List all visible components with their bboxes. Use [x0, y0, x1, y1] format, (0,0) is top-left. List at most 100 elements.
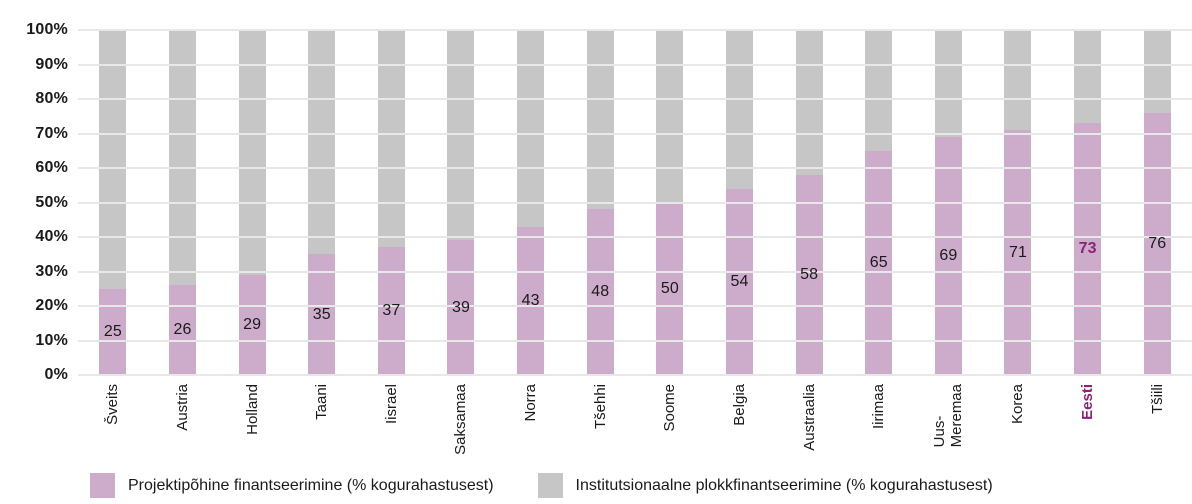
stacked-bar: 26: [168, 30, 196, 375]
x-axis: Šveits Austria Holland Taani Iisrael Saksamaa…: [78, 384, 1192, 466]
project-funding-segment: [795, 174, 823, 375]
value-label: 73: [1078, 240, 1097, 258]
block-funding-segment: [377, 30, 405, 248]
stacked-bar: 54: [725, 30, 753, 375]
legend-label-project-funding: Projektipõhine finantseerimine (% kogura…: [128, 476, 494, 494]
project-funding-segment: [447, 240, 475, 375]
stacked-bar: 50: [656, 30, 684, 375]
bar-group: 25: [78, 30, 148, 375]
x-axis-slot: Belgia: [705, 384, 775, 466]
x-axis-slot: Soome: [635, 384, 705, 466]
x-axis-label: Iisrael: [382, 384, 400, 425]
value-label: 65: [869, 253, 888, 271]
x-axis-slot: Uus- Meremaa: [914, 384, 984, 466]
project-funding-segment: [934, 136, 962, 375]
stacked-bar: 25: [99, 30, 127, 375]
x-axis-label: Norra: [522, 384, 540, 422]
block-funding-segment: [1143, 30, 1171, 113]
block-funding-segment: [99, 30, 127, 289]
value-label: 71: [1009, 243, 1027, 261]
project-funding-swatch-icon: [90, 473, 115, 498]
x-axis-slot: Taani: [287, 384, 357, 466]
y-axis-tick: 30%: [35, 262, 68, 280]
block-funding-segment: [934, 30, 962, 137]
x-axis-label: Šveits: [104, 384, 122, 425]
project-funding-segment: [517, 226, 545, 375]
bar-group: 58: [774, 30, 844, 375]
bar-group: 76: [1122, 30, 1192, 375]
y-axis-tick: 60%: [35, 159, 68, 176]
bar-group: 29: [217, 30, 287, 375]
bar-group: 73: [1053, 30, 1123, 375]
legend-item-project-funding: Projektipõhine finantseerimine (% kogura…: [90, 473, 494, 498]
y-axis-tick: 10%: [35, 331, 68, 349]
project-funding-segment: [725, 188, 753, 375]
x-axis-label: Belgia: [730, 384, 748, 426]
block-funding-segment: [586, 30, 614, 210]
x-axis-label: Taani: [313, 384, 331, 420]
value-label: 43: [521, 291, 540, 309]
y-axis-tick: 100%: [26, 21, 68, 38]
x-axis-label: Austria: [173, 384, 191, 431]
x-axis-slot: Austraalia: [774, 384, 844, 466]
y-axis: 0% 10% 20% 30% 40% 50% 60% 70% 80% 90% 100%: [0, 21, 68, 383]
value-label: 37: [382, 302, 401, 320]
block-funding-segment: [168, 30, 196, 286]
value-label: 69: [939, 246, 958, 264]
x-axis-slot: Holland: [217, 384, 287, 466]
x-axis-slot: Iisrael: [357, 384, 427, 466]
x-axis-label: Soome: [661, 384, 679, 432]
project-funding-segment: [238, 274, 266, 375]
block-funding-segment: [795, 30, 823, 175]
project-funding-segment: [308, 254, 336, 375]
bar-group: 69: [914, 30, 984, 375]
stacked-bar: 71: [1004, 30, 1032, 375]
stacked-bar: 65: [865, 30, 893, 375]
stacked-bar: 35: [308, 30, 336, 375]
project-funding-segment: [99, 288, 127, 375]
x-axis-label: Korea: [1009, 384, 1027, 425]
x-axis-slot: Tšehhi: [565, 384, 635, 466]
y-axis-tick: 90%: [35, 55, 68, 73]
plot-area: 25 26 29 35 37 39 43 48 50 54 58 65 69 71 73 76: [78, 29, 1192, 376]
stacked-bar: 48: [586, 30, 614, 375]
stacked-bar: 76: [1143, 30, 1171, 375]
bar-group: 37: [357, 30, 427, 375]
value-label: 48: [591, 283, 610, 301]
value-label: 54: [730, 272, 749, 290]
y-axis-tick: 40%: [35, 228, 68, 245]
bar-group: 54: [705, 30, 775, 375]
project-funding-segment: [1074, 123, 1102, 375]
y-axis-tick: 70%: [35, 124, 68, 142]
block-funding-segment: [517, 30, 545, 227]
value-label: 76: [1148, 234, 1167, 252]
value-label: 29: [243, 315, 261, 333]
block-funding-segment: [238, 30, 266, 275]
x-axis-slot: Austria: [148, 384, 218, 466]
block-funding-segment: [1074, 30, 1102, 124]
bars-container: 25 26 29 35 37 39 43 48 50 54 58 65 69 71 73 76: [78, 30, 1192, 375]
value-label: 25: [103, 322, 122, 340]
x-axis-slot: Šveits: [78, 384, 148, 466]
stacked-bar: 58: [795, 30, 823, 375]
x-axis-label: Saksamaa: [452, 384, 470, 455]
value-label: 39: [452, 298, 470, 316]
x-axis-label: Austraalia: [800, 384, 818, 451]
stacked-bar: 43: [517, 30, 545, 375]
x-axis-label: Uus- Meremaa: [931, 384, 966, 448]
stacked-bar: 39: [447, 30, 475, 375]
legend-label-block-funding: Institutsionaalne plokkfinantseerimine (…: [575, 476, 993, 494]
x-axis-label: Tšehhi: [591, 384, 609, 430]
bar-group: 65: [844, 30, 914, 375]
bar-group: 48: [565, 30, 635, 375]
project-funding-segment: [168, 285, 196, 375]
legend: Projektipõhine finantseerimine (% kogura…: [90, 473, 993, 498]
y-axis-tick: 0%: [44, 366, 68, 383]
x-axis-slot: Tšiili: [1122, 384, 1192, 466]
project-funding-segment: [377, 247, 405, 375]
stacked-bar: 73: [1074, 30, 1102, 375]
stacked-bar: 69: [934, 30, 962, 375]
x-axis-slot: Korea: [983, 384, 1053, 466]
block-funding-segment: [725, 30, 753, 189]
